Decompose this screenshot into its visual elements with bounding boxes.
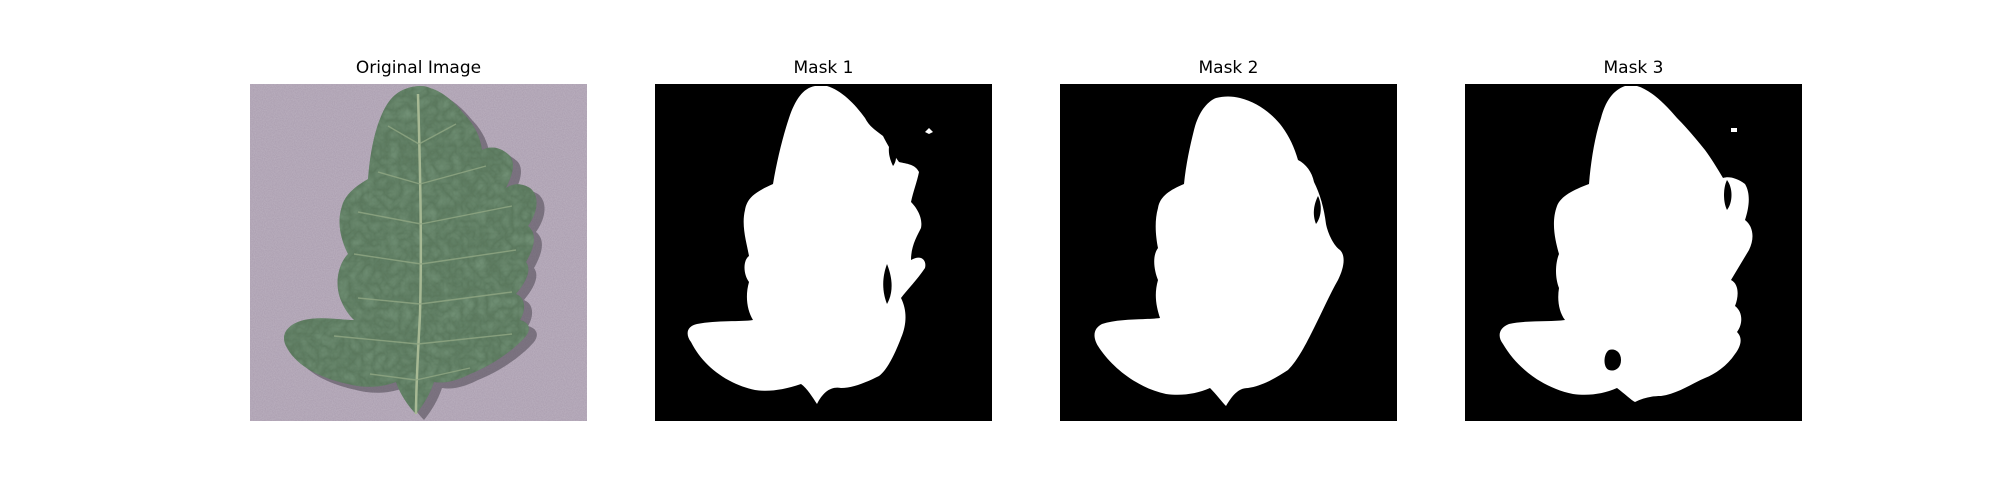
mask-1-image: [655, 84, 992, 421]
mask-1-panel: [655, 84, 992, 421]
mask-3-image: [1465, 84, 1802, 421]
original-image-panel: [250, 84, 587, 421]
mask-2-image: [1060, 84, 1397, 421]
mask-3-panel: [1465, 84, 1802, 421]
panel-title-mask-3: Mask 3: [1603, 58, 1664, 78]
panel-title-mask-2: Mask 2: [1198, 58, 1259, 78]
panel-title-original: Original Image: [355, 58, 482, 78]
leaf-photo: [250, 84, 587, 421]
mask-2-panel: [1060, 84, 1397, 421]
panel-title-mask-1: Mask 1: [793, 58, 854, 78]
